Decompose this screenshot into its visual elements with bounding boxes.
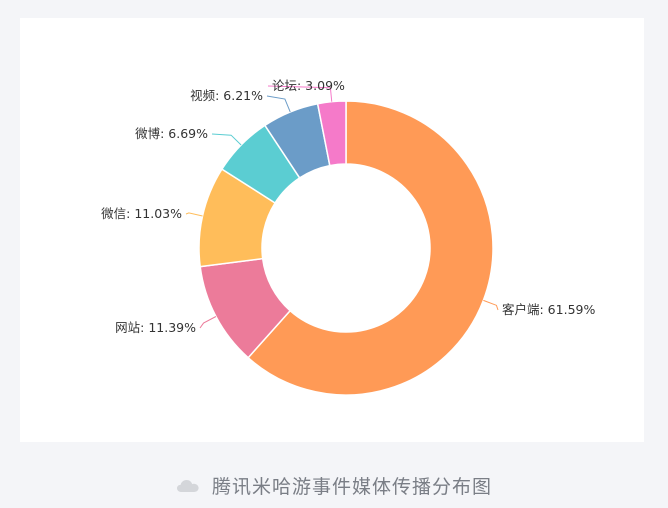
slices-layer	[198, 100, 494, 396]
slice-label-3: 微博: 6.69%	[135, 126, 208, 141]
chart-card: 客户端: 61.59% 网站: 11.39% 微信: 11.03% 微博: 6.69%…	[20, 18, 644, 442]
slice-label-5: 论坛: 3.09%	[272, 78, 345, 93]
slice-label-1: 网站: 11.39%	[115, 320, 196, 335]
slice-label-4: 视频: 6.21%	[190, 88, 263, 103]
leader-lines-layer	[185, 85, 499, 329]
labels-layer: 客户端: 61.59% 网站: 11.39% 微信: 11.03% 微博: 6.69%…	[101, 78, 595, 335]
donut-slice-0[interactable]	[247, 100, 494, 396]
leader-line-1	[199, 316, 217, 329]
leader-line-4	[266, 95, 291, 113]
caption-text: 腾讯米哈游事件媒体传播分布图	[211, 476, 492, 498]
cloud-icon	[176, 479, 199, 492]
leader-line-5	[267, 85, 333, 102]
leader-line-2	[185, 212, 203, 217]
leader-line-0	[483, 299, 499, 311]
leader-line-3	[211, 133, 242, 146]
donut-slice-5[interactable]	[316, 100, 347, 167]
chart-caption: 腾讯米哈游事件媒体传播分布图	[0, 472, 668, 499]
slice-label-2: 微信: 11.03%	[101, 206, 182, 221]
donut-chart: 客户端: 61.59% 网站: 11.39% 微信: 11.03% 微博: 6.69%…	[101, 78, 595, 396]
slice-label-0: 客户端: 61.59%	[502, 302, 595, 317]
